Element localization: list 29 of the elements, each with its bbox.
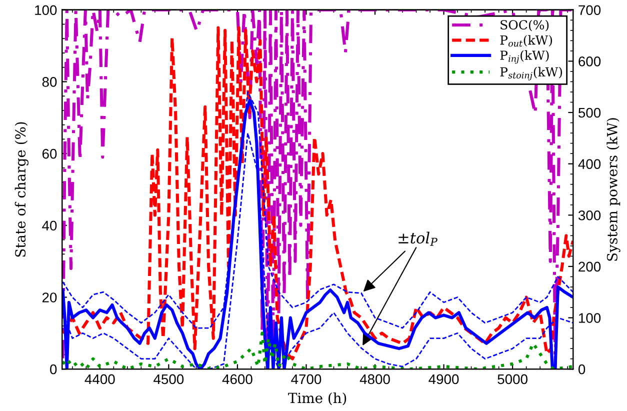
y-tick-label: 60 [42,148,57,159]
y2-tick-label: 500 [578,108,601,118]
y2-axis-title: System powers (kW) [606,118,620,261]
y-tick-label: 80 [42,77,57,87]
y-tick-label: 20 [42,292,57,302]
y2-tick-label: 400 [578,159,601,169]
x-tick-label: 4400 [84,374,115,384]
x-tick-label: 5000 [498,374,528,384]
y2-tick-label: 300 [578,210,601,220]
y-axis-title: State of charge (%) [14,122,28,257]
x-tick-label: 4800 [360,374,390,384]
y2-tick-label: 700 [578,5,601,16]
y2-tick-label: 100 [579,313,601,323]
y2-tick-label: 0 [578,364,586,374]
legend-label: P$_{inj}$(kW) [500,50,549,64]
legend-label: SOC(%) [500,20,549,32]
annotation: ±tol$_{P}$ [398,232,438,246]
y2-tick-label: 200 [578,262,601,272]
x-axis-title: Time (h) [288,392,346,406]
x-tick-label: 4700 [291,374,322,384]
x-tick-label: 4900 [428,374,459,384]
y-tick-label: 0 [50,364,57,374]
x-tick-label: 4500 [154,374,184,384]
x-tick-label: 4600 [222,374,252,384]
y-tick-label: 100 [35,5,57,16]
legend-label: P$_{out}$(kW) [500,35,552,47]
y2-tick-label: 600 [578,56,601,66]
legend-label: P$_{stoinj}$(kW) [500,66,562,80]
y-tick-label: 40 [42,220,57,231]
